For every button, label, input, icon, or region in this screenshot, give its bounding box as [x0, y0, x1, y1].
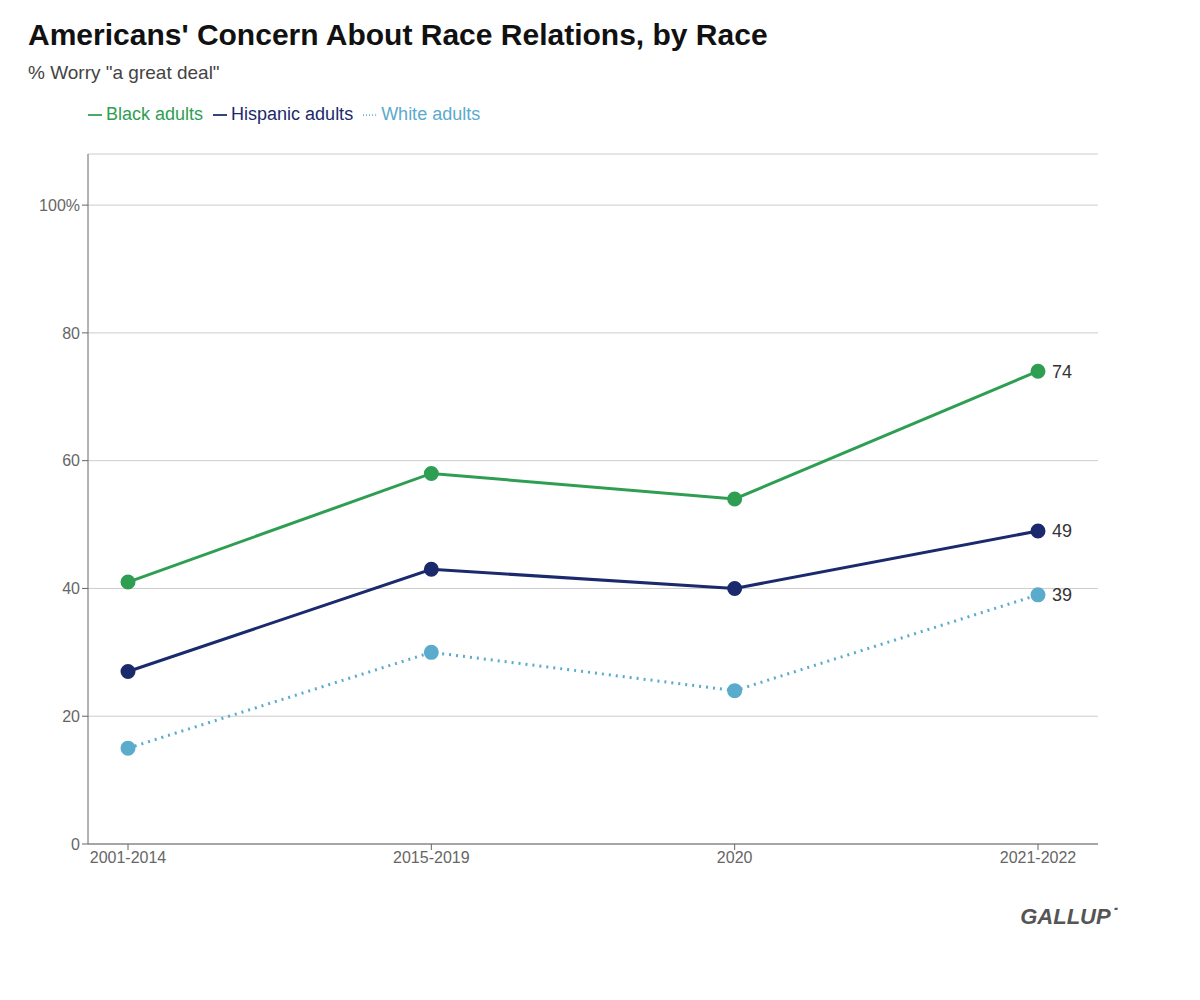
- svg-text:80: 80: [62, 325, 80, 342]
- html-text:Black adults: Black adults: [106, 104, 204, 124]
- html-text:% Worry "a great deal": % Worry "a great deal": [28, 62, 220, 83]
- svg-text:49: 49: [1052, 521, 1072, 541]
- svg-text:2001-2014: 2001-2014: [90, 849, 167, 866]
- svg-text:2020: 2020: [717, 849, 753, 866]
- svg-text:40: 40: [62, 580, 80, 597]
- svg-text:39: 39: [1052, 585, 1072, 605]
- svg-text:20: 20: [62, 708, 80, 725]
- html-text:Americans' Concern About Race: Americans' Concern About Race Relations,…: [28, 18, 768, 51]
- svg-text:0: 0: [71, 836, 80, 853]
- svg-text:100%: 100%: [39, 197, 80, 214]
- svg-text:60: 60: [62, 452, 80, 469]
- html-text:Hispanic adults: Hispanic adults: [231, 104, 354, 124]
- html-text:White adults: White adults: [381, 104, 481, 124]
- svg-text:2021-2022: 2021-2022: [1000, 849, 1077, 866]
- svg-text:74: 74: [1052, 362, 1072, 382]
- svg-text:2015-2019: 2015-2019: [393, 849, 470, 866]
- html-text:GALLUP˙: GALLUP˙: [1020, 904, 1118, 929]
